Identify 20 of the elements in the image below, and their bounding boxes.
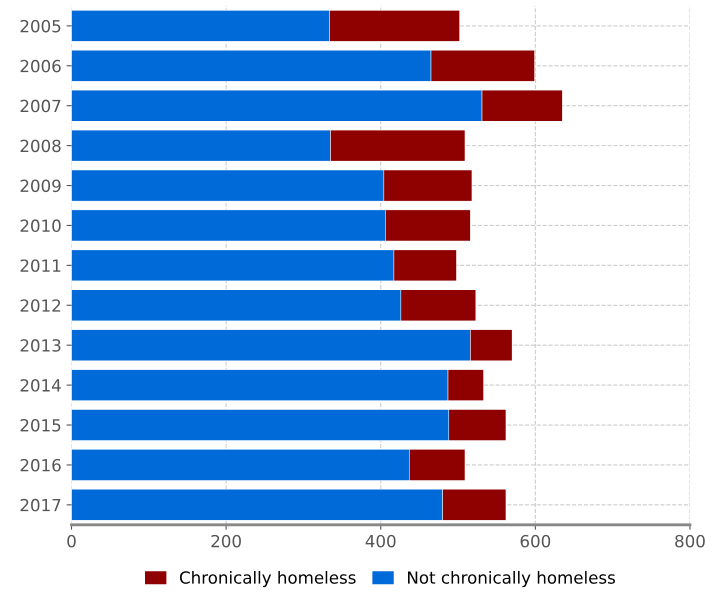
- x-tick-label: 800: [675, 534, 705, 548]
- y-tick-label: 2006: [20, 60, 61, 72]
- y-tick-label: 2005: [20, 20, 60, 32]
- y-tick-label: 2013: [20, 339, 60, 352]
- y-tick-label: 2017: [20, 498, 60, 512]
- legend-label: Chronically homeless: [180, 570, 356, 588]
- x-tick-label: 600: [520, 534, 550, 548]
- y-tick-label: 2007: [20, 100, 60, 112]
- y-tick-label: 2014: [20, 379, 61, 392]
- x-tick-label: 200: [211, 534, 241, 548]
- y-tick-label: 2016: [20, 458, 61, 472]
- legend-label: Not chronically homeless: [408, 570, 615, 588]
- x-tick-label: 400: [366, 534, 396, 548]
- y-tick-label: 2010: [20, 219, 61, 232]
- y-tick-label: 2008: [20, 140, 61, 152]
- x-tick-label: 0: [67, 534, 76, 548]
- y-tick-label: 2009: [20, 180, 61, 192]
- y-tick-label: 2015: [20, 418, 60, 432]
- y-tick-label: 2012: [20, 299, 60, 312]
- y-tick-label: 2011: [20, 259, 60, 272]
